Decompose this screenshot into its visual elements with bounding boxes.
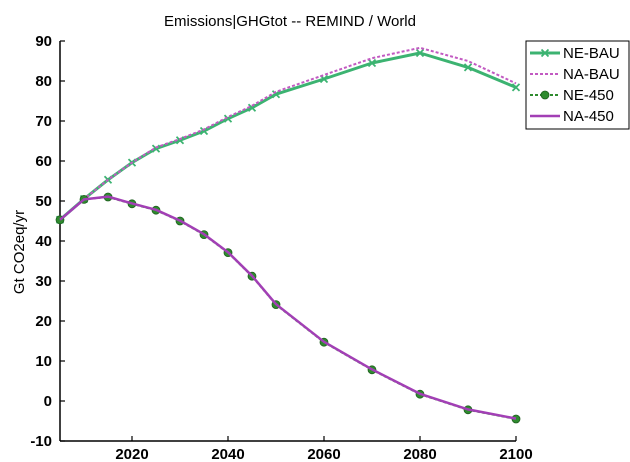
- x-tick-label-2: 2060: [307, 446, 340, 462]
- x-tick-label-4: 2100: [499, 446, 532, 462]
- y-ticks: -10 0 10 20 30 40 50 60 70 80 90: [30, 33, 65, 450]
- series-layer: [55, 46, 521, 424]
- legend: NE-BAU NA-BAU NE-450 NA-450: [525, 40, 630, 130]
- series-point-ne-bau-6: [199, 126, 209, 136]
- y-tick-label-2: 10: [35, 353, 52, 370]
- series-line-na-450: [59, 195, 517, 420]
- y-tick-label-4: 30: [35, 273, 52, 290]
- series-point-ne-bau-5: [175, 136, 185, 145]
- series-point-ne-bau-4: [151, 144, 161, 153]
- y-tick-label-1: 0: [44, 393, 52, 410]
- x-tick-label-3: 2080: [403, 446, 436, 462]
- series-point-ne-bau-12: [415, 48, 425, 58]
- y-tick-label-0: -10: [30, 433, 52, 450]
- y-tick-label-9: 80: [35, 73, 52, 90]
- y-tick-label-3: 20: [35, 313, 52, 330]
- legend-label-na-450: NA-450: [563, 108, 614, 125]
- y-tick-label-8: 70: [35, 113, 52, 130]
- series-point-ne-bau-13: [463, 63, 473, 72]
- y-tick-label-5: 40: [35, 233, 52, 250]
- y-axis-label: Gt CO2eq/yr: [11, 210, 28, 294]
- x-ticks: 2020 2040 2060 2080 2100: [115, 436, 533, 462]
- y-tick-label-10: 90: [35, 33, 52, 50]
- series-line-na-bau: [59, 46, 517, 221]
- y-tick-label-6: 50: [35, 193, 52, 210]
- legend-marker-ne-450: [540, 90, 550, 100]
- x-tick-label-1: 2040: [211, 446, 244, 462]
- series-line-ne-450: [59, 196, 517, 420]
- chart-title: Emissions|GHGtot -- REMIND / World: [164, 13, 416, 30]
- legend-label-na-bau: NA-BAU: [563, 66, 620, 83]
- x-tick-label-0: 2020: [115, 446, 148, 462]
- series-point-ne-bau-11: [367, 58, 377, 68]
- legend-label-ne-bau: NE-BAU: [563, 45, 620, 62]
- legend-marker-ne-bau: [540, 48, 550, 58]
- y-tick-label-7: 60: [35, 153, 52, 170]
- series-line-ne-bau: [59, 51, 517, 221]
- legend-label-ne-450: NE-450: [563, 87, 614, 104]
- series-point-ne-bau-14: [511, 83, 521, 92]
